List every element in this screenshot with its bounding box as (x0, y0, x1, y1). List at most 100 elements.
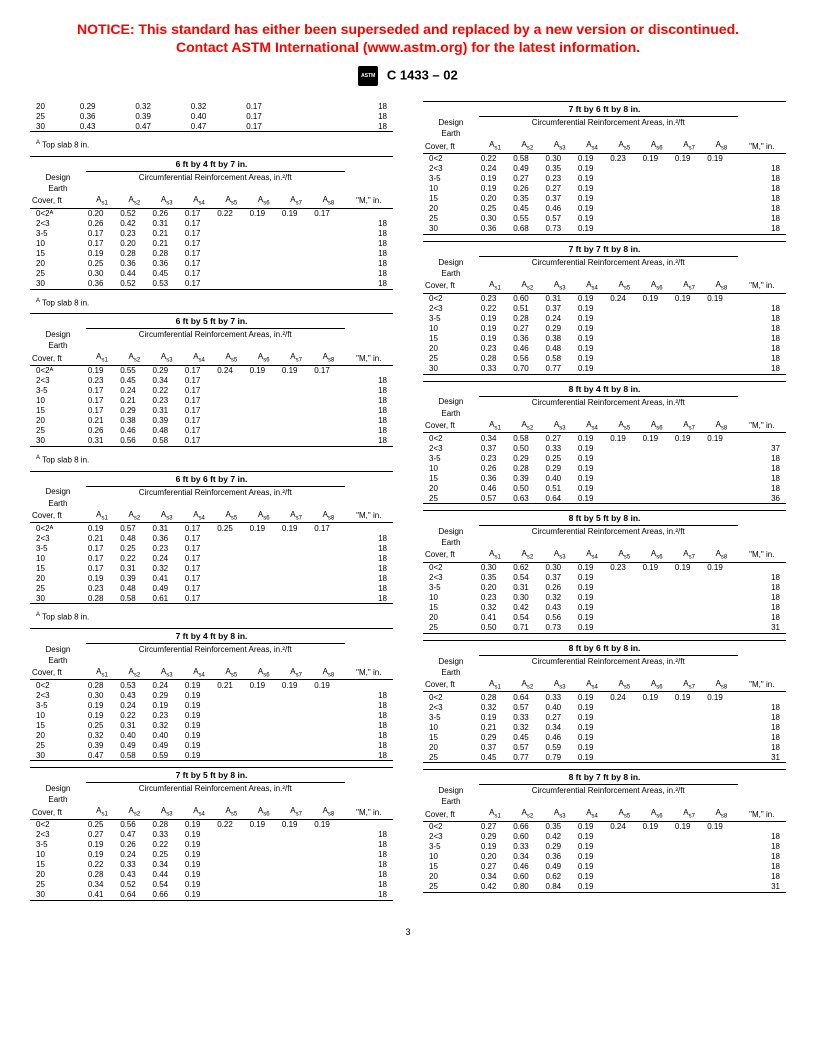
standard-id: C 1433 – 02 (387, 68, 458, 83)
table-row: 250.260.460.480.1718 (30, 426, 393, 436)
table-row: 250.500.710.730.1931 (423, 623, 786, 634)
notice-line2: Contact ASTM International (www.astm.org… (176, 39, 640, 55)
right-column: 7 ft by 6 ft by 8 in. DesignCircumferent… (423, 101, 786, 907)
table-row: 100.170.200.210.1718 (30, 239, 393, 249)
table-row: 0<20.230.600.310.190.240.190.190.19 (423, 293, 786, 304)
table-title: 8 ft by 5 ft by 8 in. (423, 511, 786, 526)
table-row: 2<30.210.480.360.1718 (30, 533, 393, 543)
table-row: 100.260.280.290.1918 (423, 463, 786, 473)
table-row: 200.290.320.320.1718 (30, 101, 393, 111)
table-row: 250.300.440.450.1718 (30, 269, 393, 279)
top-slab-note: A Top slab 8 in. (30, 296, 393, 314)
table-row: 100.210.320.340.1918 (423, 722, 786, 732)
table-row: 300.410.640.660.1918 (30, 890, 393, 901)
table-row: 100.190.270.290.1918 (423, 324, 786, 334)
table-row: 250.280.560.580.1918 (423, 354, 786, 364)
table-row: 300.360.520.530.1718 (30, 279, 393, 290)
table-title: 7 ft by 5 ft by 8 in. (30, 768, 393, 783)
table-title: 8 ft by 4 ft by 8 in. (423, 381, 786, 396)
table-row: 150.290.450.460.1918 (423, 732, 786, 742)
top-slab-note: A Top slab 8 in. (30, 610, 393, 628)
table-row: 2<30.350.540.370.1918 (423, 573, 786, 583)
reinforcement-table: 7 ft by 6 ft by 8 in. DesignCircumferent… (423, 101, 786, 237)
reinforcement-table: 7 ft by 4 ft by 8 in. DesignCircumferent… (30, 628, 393, 764)
table-row: 2<30.270.470.330.1918 (30, 830, 393, 840)
table-row: 200.320.400.400.1918 (30, 730, 393, 740)
table-row: 200.340.600.620.1918 (423, 872, 786, 882)
table-title: 8 ft by 7 ft by 8 in. (423, 770, 786, 785)
table-row: 200.250.360.360.1718 (30, 259, 393, 269)
left-column: 200.290.320.320.1718250.360.390.400.1718… (30, 101, 393, 907)
table-row: 150.190.360.380.1918 (423, 334, 786, 344)
table-row: 150.220.330.340.1918 (30, 860, 393, 870)
table-row: 2<30.240.490.350.1918 (423, 164, 786, 174)
table-row: 0<20.280.530.240.190.210.190.190.19 (30, 680, 393, 691)
table-row: 150.360.390.400.1918 (423, 473, 786, 483)
table-row: 0<2ᴬ0.190.570.310.170.250.190.190.17 (30, 523, 393, 534)
table-row: 2<30.370.500.330.1937 (423, 443, 786, 453)
top-slab-note: A Top slab 8 in. (30, 453, 393, 471)
table-row: 200.280.430.440.1918 (30, 870, 393, 880)
table-row: 250.570.630.640.1936 (423, 493, 786, 504)
top-slab-note: A Top slab 8 in. (30, 138, 393, 156)
table-row: 250.420.800.840.1931 (423, 882, 786, 893)
notice-line1: NOTICE: This standard has either been su… (77, 21, 739, 37)
reinforcement-table: 6 ft by 5 ft by 7 in. DesignCircumferent… (30, 313, 393, 449)
table-row: 250.340.520.540.1918 (30, 880, 393, 890)
table-title: 6 ft by 5 ft by 7 in. (30, 314, 393, 329)
table-row: 200.460.500.510.1918 (423, 483, 786, 493)
table-row: 300.330.700.770.1918 (423, 364, 786, 375)
table-row: 150.320.420.430.1918 (423, 603, 786, 613)
table-row: 300.280.580.610.1718 (30, 593, 393, 604)
reinforcement-table: 6 ft by 6 ft by 7 in. DesignCircumferent… (30, 471, 393, 607)
table-row: 2<30.220.510.370.1918 (423, 304, 786, 314)
table-row: 150.170.290.310.1718 (30, 406, 393, 416)
table-row: 0<20.270.660.350.190.240.190.190.19 (423, 821, 786, 832)
table-row: 100.190.220.230.1918 (30, 710, 393, 720)
table-row: 300.470.580.590.1918 (30, 750, 393, 761)
table-row: 0<20.340.580.270.190.190.190.190.19 (423, 433, 786, 444)
table-row: 100.190.260.270.1918 (423, 184, 786, 194)
table-title: 8 ft by 6 ft by 8 in. (423, 640, 786, 655)
table-row: 0<20.220.580.300.190.230.190.190.19 (423, 153, 786, 164)
table-row: 3-50.190.280.240.1918 (423, 314, 786, 324)
table-row: 100.200.340.360.1918 (423, 852, 786, 862)
table-row: 250.360.390.400.1718 (30, 111, 393, 121)
table-row: 200.370.570.590.1918 (423, 742, 786, 752)
table-row: 2<30.230.450.340.1718 (30, 376, 393, 386)
table-row: 250.450.770.790.1931 (423, 752, 786, 763)
table-title: 7 ft by 7 ft by 8 in. (423, 241, 786, 256)
table-row: 3-50.170.250.230.1718 (30, 543, 393, 553)
table-row: 0<2ᴬ0.200.520.260.170.220.190.190.17 (30, 208, 393, 219)
reinforcement-table: 8 ft by 5 ft by 8 in. DesignCircumferent… (423, 510, 786, 636)
content-columns: 200.290.320.320.1718250.360.390.400.1718… (30, 101, 786, 907)
table-row: 2<30.320.570.400.1918 (423, 702, 786, 712)
table-row: 300.360.680.730.1918 (423, 224, 786, 235)
reinforcement-table: 6 ft by 4 ft by 7 in. DesignCircumferent… (30, 156, 393, 292)
table-row: 0<20.250.560.280.190.220.190.190.19 (30, 819, 393, 830)
table-title: 6 ft by 4 ft by 7 in. (30, 157, 393, 172)
table-row: 3-50.230.290.250.1918 (423, 453, 786, 463)
table-row: 100.170.210.230.1718 (30, 396, 393, 406)
table-row: 300.430.470.470.1718 (30, 121, 393, 132)
table-row: 3-50.190.270.230.1918 (423, 174, 786, 184)
table-row: 150.200.350.370.1918 (423, 194, 786, 204)
table-row: 3-50.190.330.270.1918 (423, 712, 786, 722)
table-title: 7 ft by 4 ft by 8 in. (30, 628, 393, 643)
table-row: 150.170.310.320.1718 (30, 563, 393, 573)
table-row: 2<30.260.420.310.1718 (30, 219, 393, 229)
table-row: 0<20.280.640.330.190.240.190.190.19 (423, 692, 786, 703)
table-row: 3-50.190.240.190.1918 (30, 700, 393, 710)
table-row: 3-50.170.240.220.1718 (30, 386, 393, 396)
reinforcement-table: 7 ft by 7 ft by 8 in. DesignCircumferent… (423, 241, 786, 377)
page-number: 3 (30, 927, 786, 937)
table-row: 100.190.240.250.1918 (30, 850, 393, 860)
table-row: 100.230.300.320.1918 (423, 593, 786, 603)
table-row: 200.190.390.410.1718 (30, 573, 393, 583)
table-row: 3-50.190.260.220.1918 (30, 840, 393, 850)
table-row: 250.230.480.490.1718 (30, 583, 393, 593)
table-row: 200.210.380.390.1718 (30, 416, 393, 426)
table-row: 300.310.560.580.1718 (30, 436, 393, 447)
table-row: 3-50.190.330.290.1918 (423, 842, 786, 852)
notice-banner: NOTICE: This standard has either been su… (30, 20, 786, 56)
